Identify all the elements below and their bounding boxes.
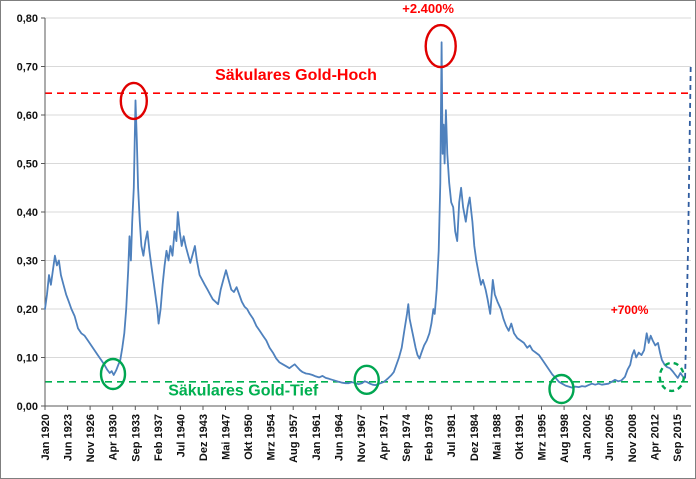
x-tick-label: Jun 1923 [63,414,75,461]
gain-current-label: +700% [611,303,649,317]
gain-1980-label: +2.400% [402,1,454,16]
gold-ratio-line [44,41,686,389]
x-tick-label: Dez 1984 [469,413,481,461]
green-circle-2015-trough [658,361,685,393]
green-circle-2000-trough [548,373,575,405]
x-tick-label: Sep 1933 [130,414,142,462]
x-tick-label: Jan 2002 [582,414,594,460]
x-tick-label: Feb 1978 [424,414,436,461]
green-circle-1969-trough [353,364,380,395]
x-tick-label: Jan 1920 [40,414,52,460]
x-tick-label: Feb 1937 [153,414,165,461]
x-tick-label: Jan 1961 [311,414,323,460]
gold-hoch-line-label: Säkulares Gold-Hoch [215,67,377,84]
x-tick-label: Mrz 1954 [266,413,278,460]
y-tick-label: 0,20 [17,304,38,316]
green-circle-1930-trough [99,357,127,391]
x-tick-label: Aug 1957 [288,414,300,463]
x-tick-label: Apr 1930 [108,414,120,460]
x-tick-label: Dez 1943 [198,414,210,461]
y-tick-label: 0,70 [17,62,38,74]
red-circle-1933-peak [119,81,149,121]
x-tick-label: Sep 2015 [672,414,684,462]
gold-tief-line-label: Säkulares Gold-Tief [168,382,319,399]
x-tick-label: Aug 1998 [559,414,571,463]
y-tick-label: 0,60 [17,110,38,122]
x-tick-label: Okt 1950 [243,414,255,460]
x-tick-label: Sep 1974 [401,413,413,462]
y-tick-label: 0,00 [17,401,38,413]
x-tick-label: Apr 2012 [649,414,661,460]
x-tick-label: Mai 1947 [221,414,233,460]
x-tick-label: Mrz 1995 [537,414,549,460]
x-tick-label: Nov 2008 [627,414,639,462]
x-tick-label: Jul 1940 [175,414,187,457]
projection-line [684,66,692,378]
y-tick-label: 0,10 [17,353,38,365]
x-tick-label: Apr 1971 [379,414,391,460]
y-tick-label: 0,40 [17,207,38,219]
y-tick-label: 0,50 [17,159,38,171]
x-tick-label: Mai 1988 [491,414,503,460]
red-circle-1980-peak [424,23,457,69]
x-tick-label: Jun 1964 [333,413,345,461]
y-tick-label: 0,80 [17,13,38,25]
x-tick-label: Jun 2005 [604,414,616,461]
x-tick-label: Nov 1967 [356,414,368,462]
x-tick-label: Nov 1926 [85,414,97,462]
x-tick-label: Okt 1991 [514,414,526,460]
x-tick-label: Jul 1981 [446,414,458,457]
y-tick-label: 0,30 [17,256,38,268]
